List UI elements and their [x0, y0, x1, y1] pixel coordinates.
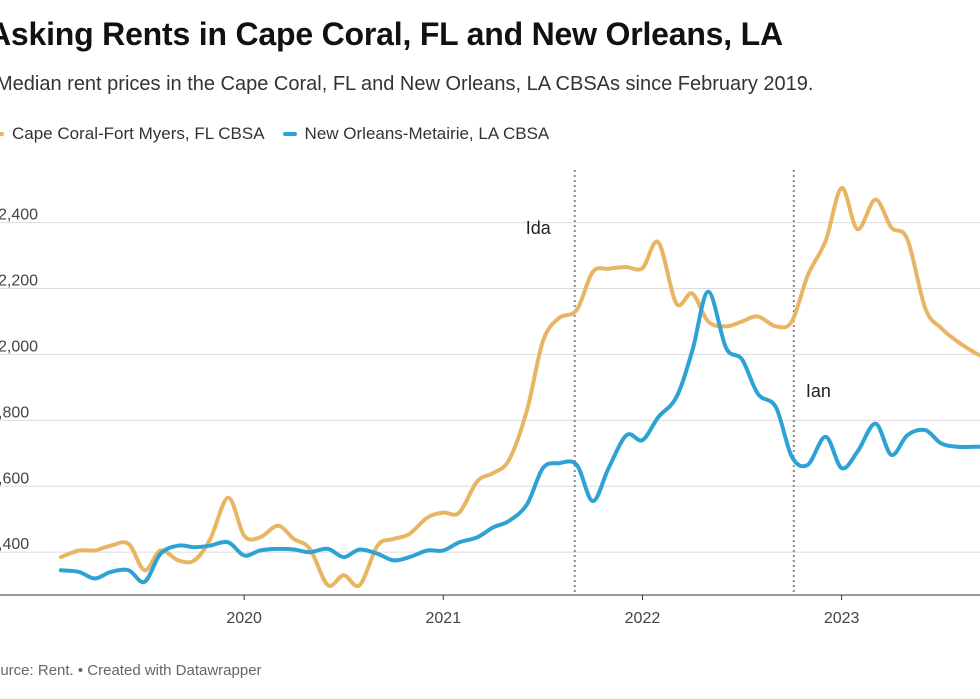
legend-item-cape-coral: Cape Coral-Fort Myers, FL CBSA [0, 124, 265, 144]
legend: Cape Coral-Fort Myers, FL CBSA New Orlea… [0, 124, 567, 144]
y-tick-label: ,600 [0, 470, 29, 487]
chart-title: Asking Rents in Cape Coral, FL and New O… [0, 16, 783, 52]
source-footer: ource: Rent. • Created with Datawrapper [0, 662, 262, 679]
tick-labels: ,400 ,600 ,800 2,000 2,200 2,400 2020 2021 2022 2… [0, 207, 860, 627]
grid-lines [0, 222, 980, 600]
chart-subtitle: Median rent prices in the Cape Coral, FL… [0, 73, 814, 95]
y-tick-label: 2,400 [0, 207, 38, 224]
legend-label-cape-coral: Cape Coral-Fort Myers, FL CBSA [12, 124, 265, 143]
legend-label-new-orleans: New Orleans-Metairie, LA CBSA [304, 124, 550, 143]
legend-item-new-orleans: New Orleans-Metairie, LA CBSA [282, 124, 550, 144]
x-tick-label: 2022 [625, 610, 661, 627]
y-tick-label: 2,000 [0, 338, 38, 355]
series-line-new-orleans [58, 289, 980, 585]
annotation-label-ian: Ian [806, 381, 831, 401]
legend-swatch-new-orleans [282, 132, 297, 136]
series-lines [58, 185, 980, 589]
line-chart: Ida Ian ,400 ,600 ,800 2,000 2,200 2,400 2020 20… [0, 170, 980, 627]
event-annotations: Ida Ian [526, 170, 831, 595]
x-tick-label: 2023 [824, 610, 860, 627]
y-tick-label: 2,200 [0, 273, 38, 290]
y-tick-label: ,400 [0, 536, 29, 553]
series-line-cape-coral [58, 185, 980, 589]
y-tick-label: ,800 [0, 404, 29, 421]
legend-swatch-cape-coral [0, 132, 4, 136]
x-tick-label: 2021 [426, 610, 462, 627]
annotation-label-ida: Ida [526, 218, 552, 238]
x-tick-label: 2020 [226, 610, 262, 627]
